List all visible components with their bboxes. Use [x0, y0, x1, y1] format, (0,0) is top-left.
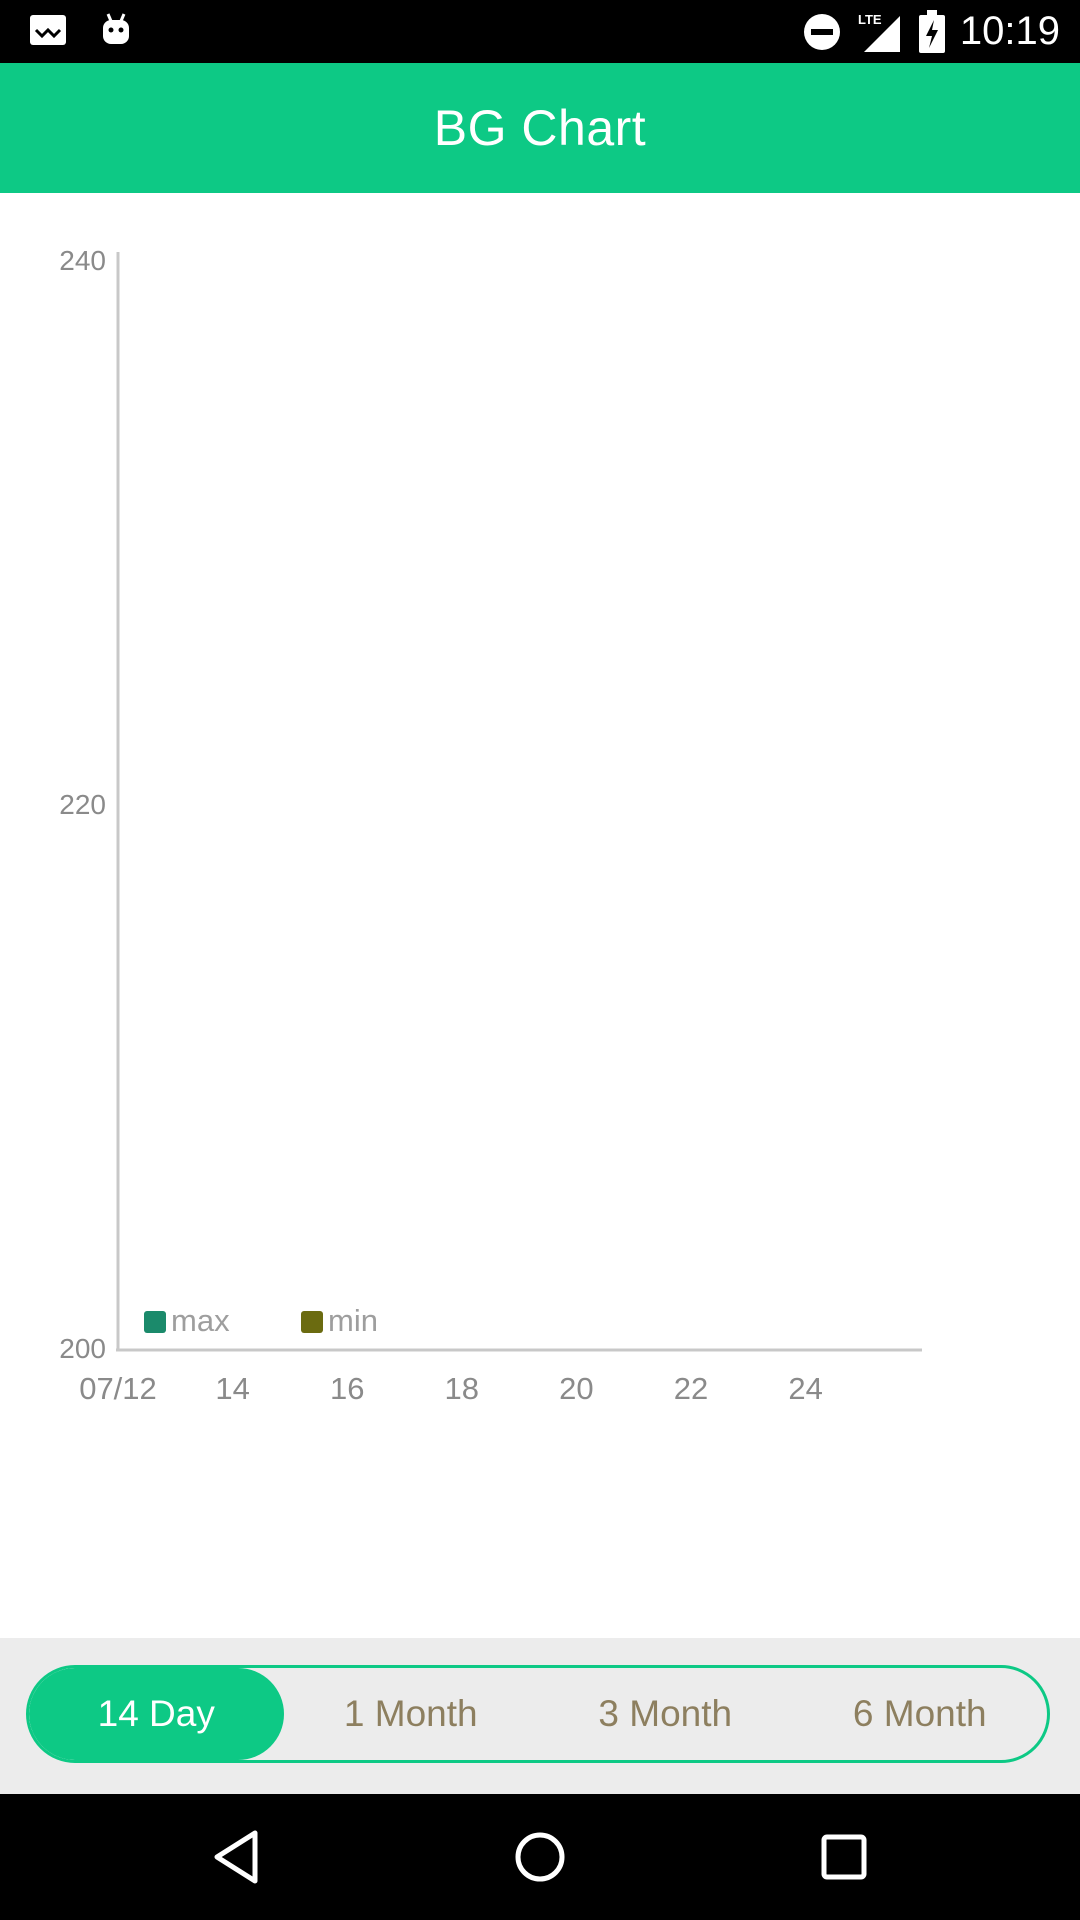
x-tick-label: 20	[559, 1371, 593, 1406]
range-option-14-day[interactable]: 14 Day	[29, 1668, 284, 1760]
chart-area: 240 220 200 07/12 14 16 18 20 22 24 max min	[0, 193, 1080, 1638]
battery-charging-icon	[918, 9, 946, 54]
home-icon	[515, 1832, 565, 1882]
x-tick-label: 22	[674, 1371, 708, 1406]
back-icon	[214, 1830, 258, 1884]
status-bar: LTE 10:19	[0, 0, 1080, 63]
do-not-disturb-icon	[802, 12, 842, 52]
range-selector: 14 Day 1 Month 3 Month 6 Month	[26, 1665, 1050, 1763]
x-tick-label: 18	[445, 1371, 479, 1406]
x-tick-label: 14	[215, 1371, 249, 1406]
range-option-3-month[interactable]: 3 Month	[598, 1693, 733, 1734]
range-option-1-month[interactable]: 1 Month	[343, 1693, 478, 1734]
status-right-icons: LTE 10:19	[802, 0, 1060, 63]
legend-label-max: max	[171, 1303, 230, 1338]
recents-icon	[821, 1834, 867, 1880]
status-time: 10:19	[959, 9, 1060, 53]
status-left-icons	[28, 10, 136, 50]
x-tick-label: 07/12	[79, 1371, 157, 1406]
range-selector-bar: 14 Day 1 Month 3 Month 6 Month	[0, 1638, 1080, 1794]
legend-label-min: min	[328, 1303, 378, 1338]
navigation-bar	[0, 1794, 1080, 1920]
x-tick-label: 24	[788, 1371, 822, 1406]
network-type-label: LTE	[858, 12, 882, 27]
bg-chart: 240 220 200 07/12 14 16 18 20 22 24 max min	[59, 245, 922, 1406]
y-tick-label: 240	[59, 245, 106, 276]
range-option-6-month[interactable]: 6 Month	[852, 1693, 987, 1734]
recents-button[interactable]	[774, 1794, 914, 1920]
notification-icon	[28, 10, 68, 50]
y-tick-label: 220	[59, 789, 106, 820]
page-title: BG Chart	[433, 100, 647, 156]
back-button[interactable]	[166, 1794, 306, 1920]
legend-swatch-max	[144, 1311, 166, 1333]
x-tick-label: 16	[330, 1371, 364, 1406]
signal-icon: LTE	[856, 10, 904, 54]
app-bar: BG Chart	[0, 63, 1080, 193]
android-icon	[96, 10, 136, 50]
legend-swatch-min	[301, 1311, 323, 1333]
y-tick-label: 200	[59, 1333, 106, 1364]
home-button[interactable]	[470, 1794, 610, 1920]
